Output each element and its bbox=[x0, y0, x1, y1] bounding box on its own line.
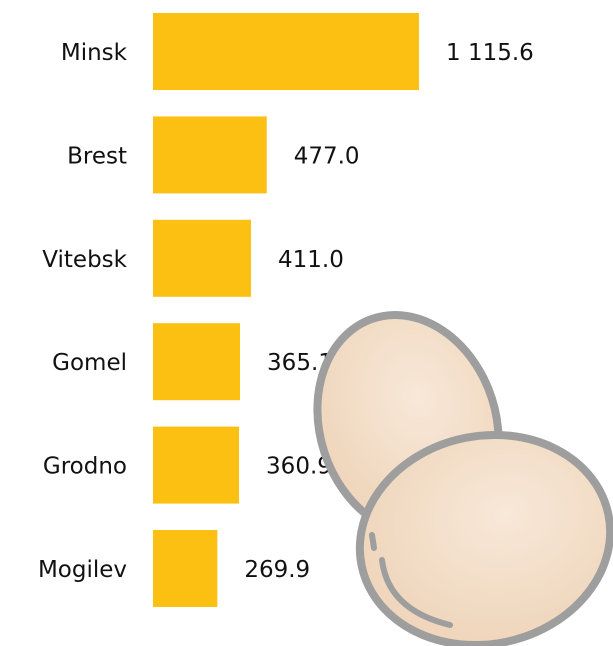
eggs-illustration bbox=[313, 311, 613, 646]
bar bbox=[153, 530, 218, 607]
category-label: Grodno bbox=[43, 454, 127, 480]
category-label: Mogilev bbox=[38, 557, 127, 583]
value-label: 269.9 bbox=[244, 557, 310, 583]
egg-front bbox=[355, 430, 613, 646]
value-label: 411.0 bbox=[278, 247, 344, 273]
bar bbox=[153, 13, 419, 90]
value-label: 477.0 bbox=[294, 143, 360, 169]
category-label: Brest bbox=[67, 143, 127, 169]
category-label: Vitebsk bbox=[42, 247, 127, 273]
bar bbox=[153, 323, 241, 401]
value-label: 1 115.6 bbox=[446, 40, 534, 66]
bar bbox=[153, 426, 240, 504]
egg-highlight bbox=[379, 557, 453, 628]
bar bbox=[153, 116, 267, 194]
egg-highlight bbox=[369, 532, 377, 551]
category-label: Minsk bbox=[61, 40, 128, 66]
plot-area: Minsk 1 115.6 Brest 477.0 Vitebsk 411.0 Gomel 3… bbox=[38, 13, 534, 607]
category-label: Gomel bbox=[52, 350, 127, 376]
value-label: 360.9 bbox=[266, 454, 332, 480]
bar bbox=[153, 219, 251, 297]
